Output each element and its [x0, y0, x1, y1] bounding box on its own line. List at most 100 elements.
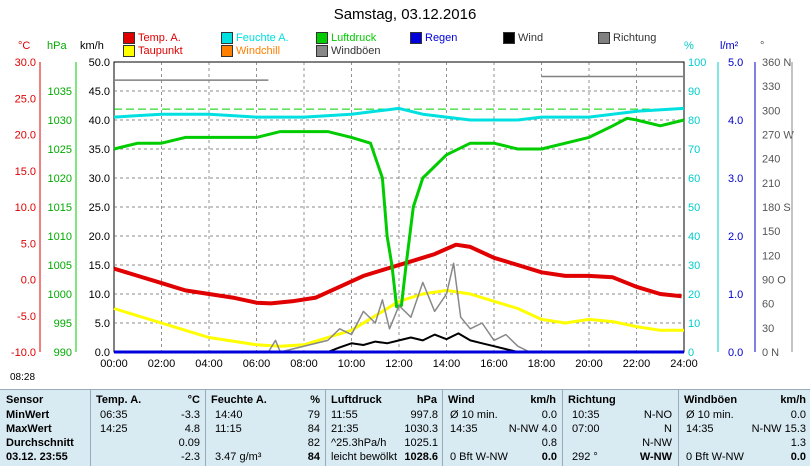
humidity-tick-label: 50 — [688, 202, 700, 214]
dir-tick-label: 300 — [762, 105, 780, 117]
table-header: hPa — [416, 394, 437, 406]
temp-tick-label: 20.0 — [15, 130, 36, 142]
table-cell: 14:25 — [100, 423, 128, 435]
rain-tick-label: 0.0 — [728, 347, 743, 359]
x-tick-label: 00:00 — [100, 358, 128, 370]
humidity-tick-label: 0 — [688, 347, 694, 359]
rain-tick-label: 1.0 — [728, 289, 743, 301]
legend-entry: Regen — [410, 32, 457, 44]
dir-tick-label: 0 N — [762, 347, 779, 359]
pressure-tick-label: 1020 — [48, 173, 72, 185]
legend-label: Taupunkt — [138, 45, 183, 57]
table-cell: 0.09 — [178, 437, 200, 449]
legend-entry: Wind — [503, 32, 543, 44]
series-line — [267, 262, 530, 353]
x-tick-label: 04:00 — [195, 358, 223, 370]
table-cell: ^25.3hPa/h — [331, 437, 387, 449]
dir-tick-label: 180 S — [762, 202, 791, 214]
legend-swatch — [598, 32, 610, 44]
table-cell: 84 — [307, 423, 320, 435]
x-tick-label: 20:00 — [575, 358, 603, 370]
legend-entry: Luftdruck — [316, 32, 376, 44]
legend-label: Windböen — [331, 45, 381, 57]
table-row-label: MinWert — [6, 409, 50, 421]
temp-tick-label: 30.0 — [15, 57, 36, 69]
dir-tick-label: 30 — [762, 323, 774, 335]
dir-tick-label: 360 N — [762, 57, 791, 69]
table-header: Feuchte A. — [211, 394, 267, 406]
table-cell: 0.0 — [541, 451, 557, 463]
wind-tick-label: 0.0 — [95, 347, 110, 359]
pressure-tick-label: 1000 — [48, 289, 72, 301]
legend-label: Richtung — [613, 32, 657, 44]
table-col-divider — [678, 390, 679, 466]
dir-tick-label: 270 W — [762, 130, 794, 142]
table-cell: 0.8 — [541, 437, 557, 449]
temp-tick-label: 0.0 — [21, 275, 36, 287]
rain-tick-label: 5.0 — [728, 57, 743, 69]
stats-table: Sensor Temp. A. °C Feuchte A.% Luftdruck hPa W… — [0, 389, 810, 466]
pressure-tick-label: 990 — [54, 347, 72, 359]
table-header: % — [310, 394, 320, 406]
humidity-tick-label: 10 — [688, 318, 700, 330]
pressure-tick-label: 1010 — [48, 231, 72, 243]
legend-entry: Windböen — [316, 45, 381, 57]
series-line — [113, 288, 684, 348]
table-header: Luftdruck — [331, 394, 382, 406]
wind-tick-label: 10.0 — [89, 289, 110, 301]
series-line — [327, 332, 519, 353]
table-cell: 3.47 g/m³ — [215, 451, 262, 463]
table-header: Temp. A. — [96, 394, 142, 406]
rain-tick-label: 4.0 — [728, 115, 743, 127]
legend-entry: Temp. A. — [123, 32, 181, 44]
table-cell: 06:35 — [100, 409, 128, 421]
pressure-tick-label: 1015 — [48, 202, 72, 214]
table-cell: 0.0 — [790, 451, 806, 463]
table-cell: 0.0 — [541, 409, 557, 421]
footer-time: 08:28 — [10, 372, 36, 383]
table-cell: 0 Bft W-NW — [686, 451, 744, 463]
x-tick-label: 16:00 — [480, 358, 508, 370]
table-header: Wind — [448, 394, 475, 406]
pressure-tick-label: 995 — [54, 318, 72, 330]
pressure-tick-label: 1030 — [48, 115, 72, 127]
table-cell: 14:35 — [450, 423, 478, 435]
legend-label: Feuchte A. — [236, 32, 289, 44]
humidity-tick-label: 60 — [688, 173, 700, 185]
table-header: Windböen — [684, 394, 738, 406]
pressure-tick-label: 1005 — [48, 260, 72, 272]
wind-tick-label: 20.0 — [89, 231, 110, 243]
legend-label: Luftdruck — [331, 32, 377, 44]
x-tick-label: 08:00 — [290, 358, 318, 370]
table-header: km/h — [780, 394, 806, 406]
wind-tick-label: 45.0 — [89, 86, 110, 98]
dir-axis-unit: ° — [760, 40, 765, 52]
dir-tick-label: 60 — [762, 299, 774, 311]
pressure-axis-unit: hPa — [47, 40, 67, 52]
table-cell: 14:35 — [686, 423, 714, 435]
table-col-divider — [205, 390, 206, 466]
legend-swatch — [316, 32, 328, 44]
table-cell: leicht bewölkt — [331, 451, 398, 463]
series-line — [113, 242, 682, 306]
wind-tick-label: 50.0 — [89, 57, 110, 69]
table-cell: 4.8 — [184, 423, 200, 435]
temp-tick-label: 25.0 — [15, 93, 36, 105]
dir-tick-label: 90 O — [762, 275, 786, 287]
legend-swatch — [221, 45, 233, 57]
table-cell: 1.3 — [790, 437, 806, 449]
table-cell: 1028.6 — [404, 451, 438, 463]
dir-tick-label: 120 — [762, 250, 780, 262]
legend-entry: Richtung — [598, 32, 656, 44]
humidity-axis-unit: % — [684, 40, 694, 52]
table-cell: -2.3 — [181, 451, 200, 463]
table-cell: 79 — [307, 409, 320, 421]
table-cell: N-NO — [643, 409, 672, 421]
temp-tick-label: 10.0 — [15, 202, 36, 214]
dir-tick-label: 240 — [762, 154, 780, 166]
table-cell: 0.0 — [790, 409, 806, 421]
table-col-divider — [442, 390, 443, 466]
table-cell: 21:35 — [331, 423, 359, 435]
humidity-tick-label: 100 — [688, 57, 706, 69]
table-col-divider — [562, 390, 563, 466]
